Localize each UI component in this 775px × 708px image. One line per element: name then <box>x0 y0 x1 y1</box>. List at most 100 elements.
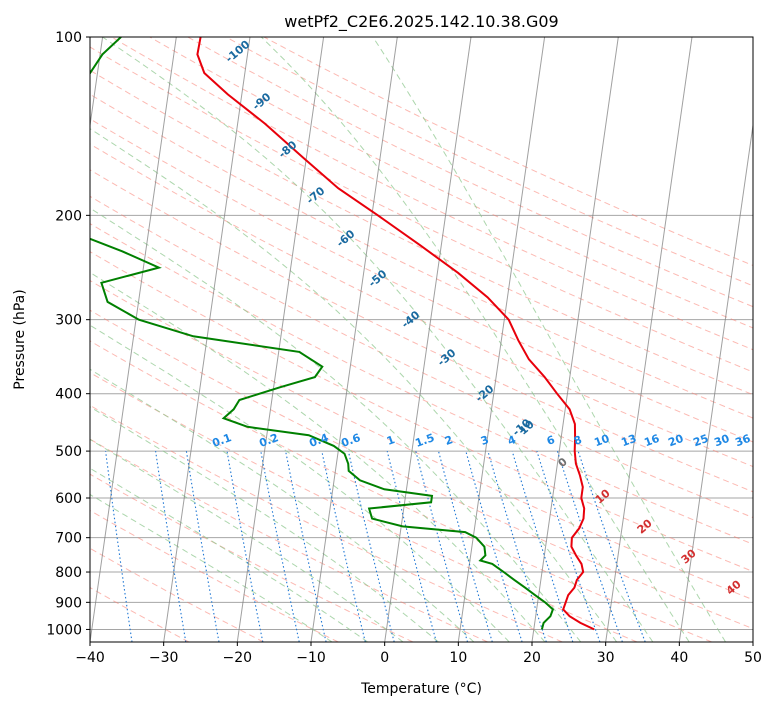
isotherm-line <box>90 37 177 642</box>
y-tick-label: 500 <box>55 444 82 460</box>
dry-adiabat-line <box>225 37 753 287</box>
mixing-ratio-label: 30 <box>712 432 731 450</box>
mixing-ratio-line <box>260 450 300 642</box>
x-tick-label: 40 <box>670 650 688 666</box>
moist-adiabat-line <box>90 493 333 642</box>
mixing-ratio-line <box>487 450 547 642</box>
mixing-ratio-line <box>511 450 574 642</box>
dry-adiabat-line <box>90 46 753 373</box>
mixing-ratio-label: 10 <box>592 432 611 450</box>
axes: −40 −30 −20 −10 0 10 20 30 40 5010020030040050060… <box>46 30 762 666</box>
isotherm-line <box>163 37 251 642</box>
mixing-ratio-line <box>155 451 187 642</box>
isotherm-line <box>531 37 619 642</box>
isotherm-line <box>605 37 693 642</box>
plot-area <box>90 37 753 642</box>
mixing-ratio-label: 36 <box>733 432 752 450</box>
y-tick-label: 300 <box>55 313 82 329</box>
axes-frame <box>89 36 754 643</box>
y-tick-label: 400 <box>55 387 82 403</box>
mixing-ratio-line <box>185 451 220 642</box>
y-tick-label: 200 <box>55 208 82 224</box>
isotherm-line <box>384 37 472 642</box>
dry-adiabat-line <box>90 473 414 642</box>
mixing-ratio-line <box>465 450 523 642</box>
dewpoint-profile <box>90 37 555 630</box>
y-tick-label: 900 <box>55 595 82 611</box>
mixing-ratio-line <box>386 450 437 642</box>
mixing-ratio-label: 0.6 <box>339 431 362 450</box>
mixing-ratio-line <box>536 450 601 642</box>
dry-adiabat-line <box>90 438 488 642</box>
mixing-ratio-line <box>556 450 623 642</box>
temperature-profile <box>196 37 595 631</box>
mixing-ratio-label: 1 <box>385 433 397 448</box>
mixing-ratio-label: 16 <box>642 432 661 450</box>
x-axis-label: Temperature (°C) <box>360 681 482 697</box>
mixing-ratio-line <box>226 451 264 642</box>
dry-adiabat-line <box>263 37 753 267</box>
mixing-ratio-label: 13 <box>619 432 638 449</box>
mixing-ratio-line <box>105 451 133 642</box>
mixing-ratio-label: 2 <box>443 433 455 448</box>
x-tick-label: −40 <box>75 650 105 666</box>
y-tick-label: 100 <box>55 30 82 46</box>
x-tick-label: 20 <box>523 650 541 666</box>
y-tick-label: 600 <box>55 491 82 507</box>
mixing-ratio-label: 20 <box>666 432 685 450</box>
dry-adiabat-line <box>90 69 753 396</box>
dry-adiabat-line <box>90 251 753 573</box>
x-tick-label: −20 <box>223 650 253 666</box>
dry-adiabat-line <box>90 223 753 545</box>
dry-adiabat-line <box>149 37 753 329</box>
mixing-ratio-label: 8 <box>572 433 584 448</box>
y-axis-label: Pressure (hPa) <box>12 289 28 389</box>
mixing-ratio-line <box>347 450 395 642</box>
dry-adiabat-line <box>90 93 753 419</box>
y-tick-label: 800 <box>55 565 82 581</box>
dry-adiabat-line <box>90 279 753 601</box>
moist-adiabat-line <box>102 37 654 642</box>
moist-adiabat-line <box>90 467 368 642</box>
dry-adiabat-line <box>90 143 753 468</box>
dry-adiabat-line <box>90 309 753 630</box>
isotherm-line <box>678 121 753 642</box>
mixing-ratio-label: 25 <box>691 432 710 449</box>
line-labels: -100-90-80-70-60-50-40-30-20-1000.1 0.2 0.… <box>210 38 752 598</box>
moist-adiabat-line <box>90 324 510 642</box>
mixing-ratio-line <box>577 450 646 642</box>
mixing-ratio-line <box>321 450 366 642</box>
mixing-ratio-label: 0.1 <box>210 431 233 450</box>
mixing-ratio-label: 6 <box>545 433 557 448</box>
moist-adiabat-line <box>90 438 404 642</box>
moist-adiabat-line <box>260 37 690 642</box>
dry-adiabat-line <box>111 37 753 351</box>
dry-adiabat-line <box>90 118 753 443</box>
mixing-ratio-label: 3 <box>479 433 491 448</box>
dry-adiabat-line <box>90 169 753 493</box>
mixing-ratio-label: 0.4 <box>307 431 330 450</box>
x-tick-label: 30 <box>597 650 615 666</box>
mixing-ratio-line <box>285 450 327 642</box>
x-tick-label: −30 <box>149 650 179 666</box>
x-tick-label: 50 <box>744 650 762 666</box>
y-tick-label: 700 <box>55 531 82 547</box>
mixing-ratio-line <box>437 450 493 642</box>
isotherm-line <box>457 37 546 642</box>
mixing-ratio-label: 1.5 <box>413 431 436 450</box>
x-tick-label: −10 <box>296 650 326 666</box>
chart-title: wetPf2_C2E6.2025.142.10.38.G09 <box>284 12 558 32</box>
x-tick-label: 10 <box>449 650 467 666</box>
dry-adiabat-line <box>187 37 753 308</box>
moist-adiabat-line <box>90 368 475 642</box>
mixing-ratio-line <box>415 450 469 642</box>
mixing-ratio-label: 0.2 <box>257 431 280 450</box>
isotherm-line <box>310 37 398 642</box>
isotherm-line <box>236 37 325 642</box>
x-tick-label: 0 <box>380 650 389 666</box>
y-tick-label: 1000 <box>46 622 82 638</box>
mixing-ratio-label: 4 <box>506 433 518 448</box>
